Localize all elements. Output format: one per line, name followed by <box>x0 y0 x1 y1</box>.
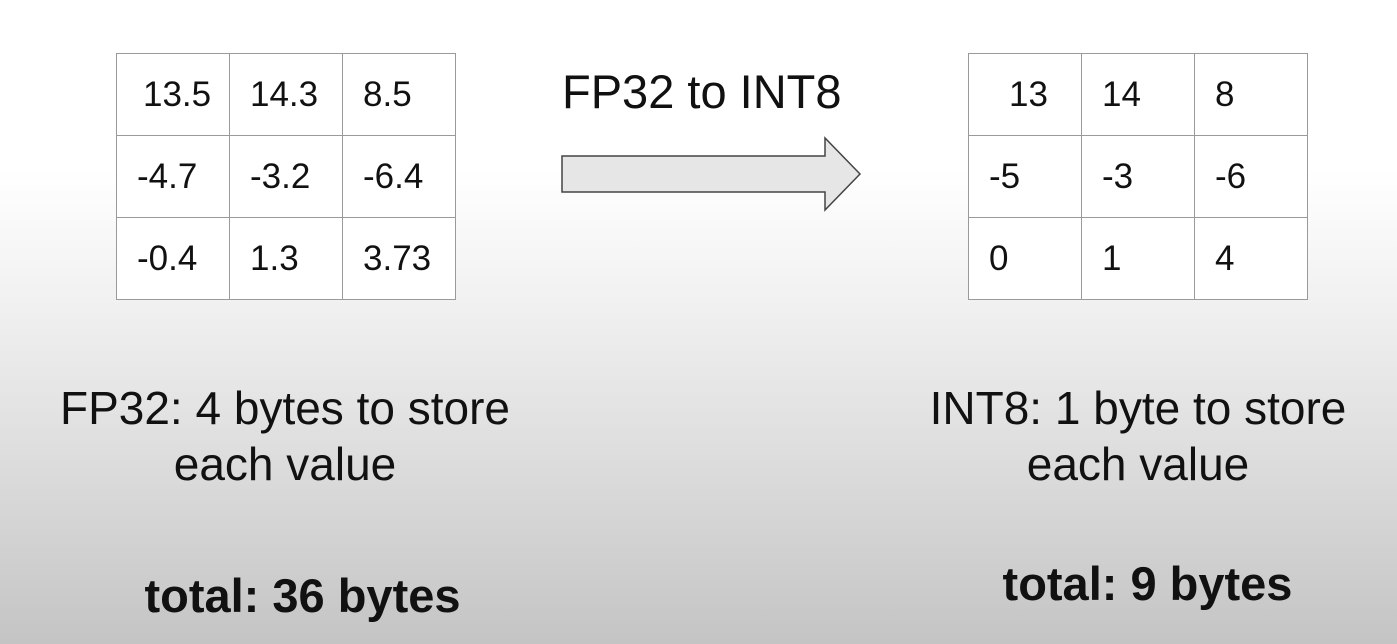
matrix-cell: 8 <box>1194 53 1308 136</box>
matrix-cell: 13.5 <box>116 53 230 136</box>
matrix-cell: 8.5 <box>342 53 456 136</box>
matrix-row: -5 -3 -6 <box>968 135 1308 218</box>
matrix-cell: 14.3 <box>229 53 343 136</box>
matrix-cell: -3 <box>1081 135 1195 218</box>
matrix-row: -0.4 1.3 3.73 <box>116 217 456 300</box>
matrix-cell: 3.73 <box>342 217 456 300</box>
matrix-cell: 1.3 <box>229 217 343 300</box>
conversion-label: FP32 to INT8 <box>562 65 842 118</box>
matrix-row: 0 1 4 <box>968 217 1308 300</box>
fp32-total: total: 36 bytes <box>144 569 461 622</box>
matrix-cell: -3.2 <box>229 135 343 218</box>
int8-caption-line1: INT8: 1 byte to store <box>929 382 1347 434</box>
matrix-cell: -5 <box>968 135 1082 218</box>
int8-caption-line2: each value <box>1026 438 1250 490</box>
matrix-row: -4.7 -3.2 -6.4 <box>116 135 456 218</box>
matrix-cell: -4.7 <box>116 135 230 218</box>
fp32-matrix: 13.5 14.3 8.5 -4.7 -3.2 -6.4 -0.4 1.3 3.… <box>116 53 456 300</box>
matrix-cell: -0.4 <box>116 217 230 300</box>
matrix-cell: 0 <box>968 217 1082 300</box>
matrix-cell: -6 <box>1194 135 1308 218</box>
matrix-cell: 4 <box>1194 217 1308 300</box>
int8-total: total: 9 bytes <box>1002 557 1293 610</box>
int8-caption: INT8: 1 byte to store each value <box>900 380 1376 492</box>
matrix-row: 13.5 14.3 8.5 <box>116 53 456 136</box>
fp32-caption: FP32: 4 bytes to store each value <box>30 380 540 492</box>
matrix-cell: -6.4 <box>342 135 456 218</box>
int8-matrix: 13 14 8 -5 -3 -6 0 1 4 <box>968 53 1308 300</box>
matrix-cell: 13 <box>968 53 1082 136</box>
fp32-caption-line2: each value <box>173 438 397 490</box>
right-arrow-icon <box>561 136 862 212</box>
matrix-cell: 1 <box>1081 217 1195 300</box>
fp32-caption-line1: FP32: 4 bytes to store <box>59 382 510 434</box>
matrix-cell: 14 <box>1081 53 1195 136</box>
matrix-row: 13 14 8 <box>968 53 1308 136</box>
arrow-shape <box>561 136 862 212</box>
